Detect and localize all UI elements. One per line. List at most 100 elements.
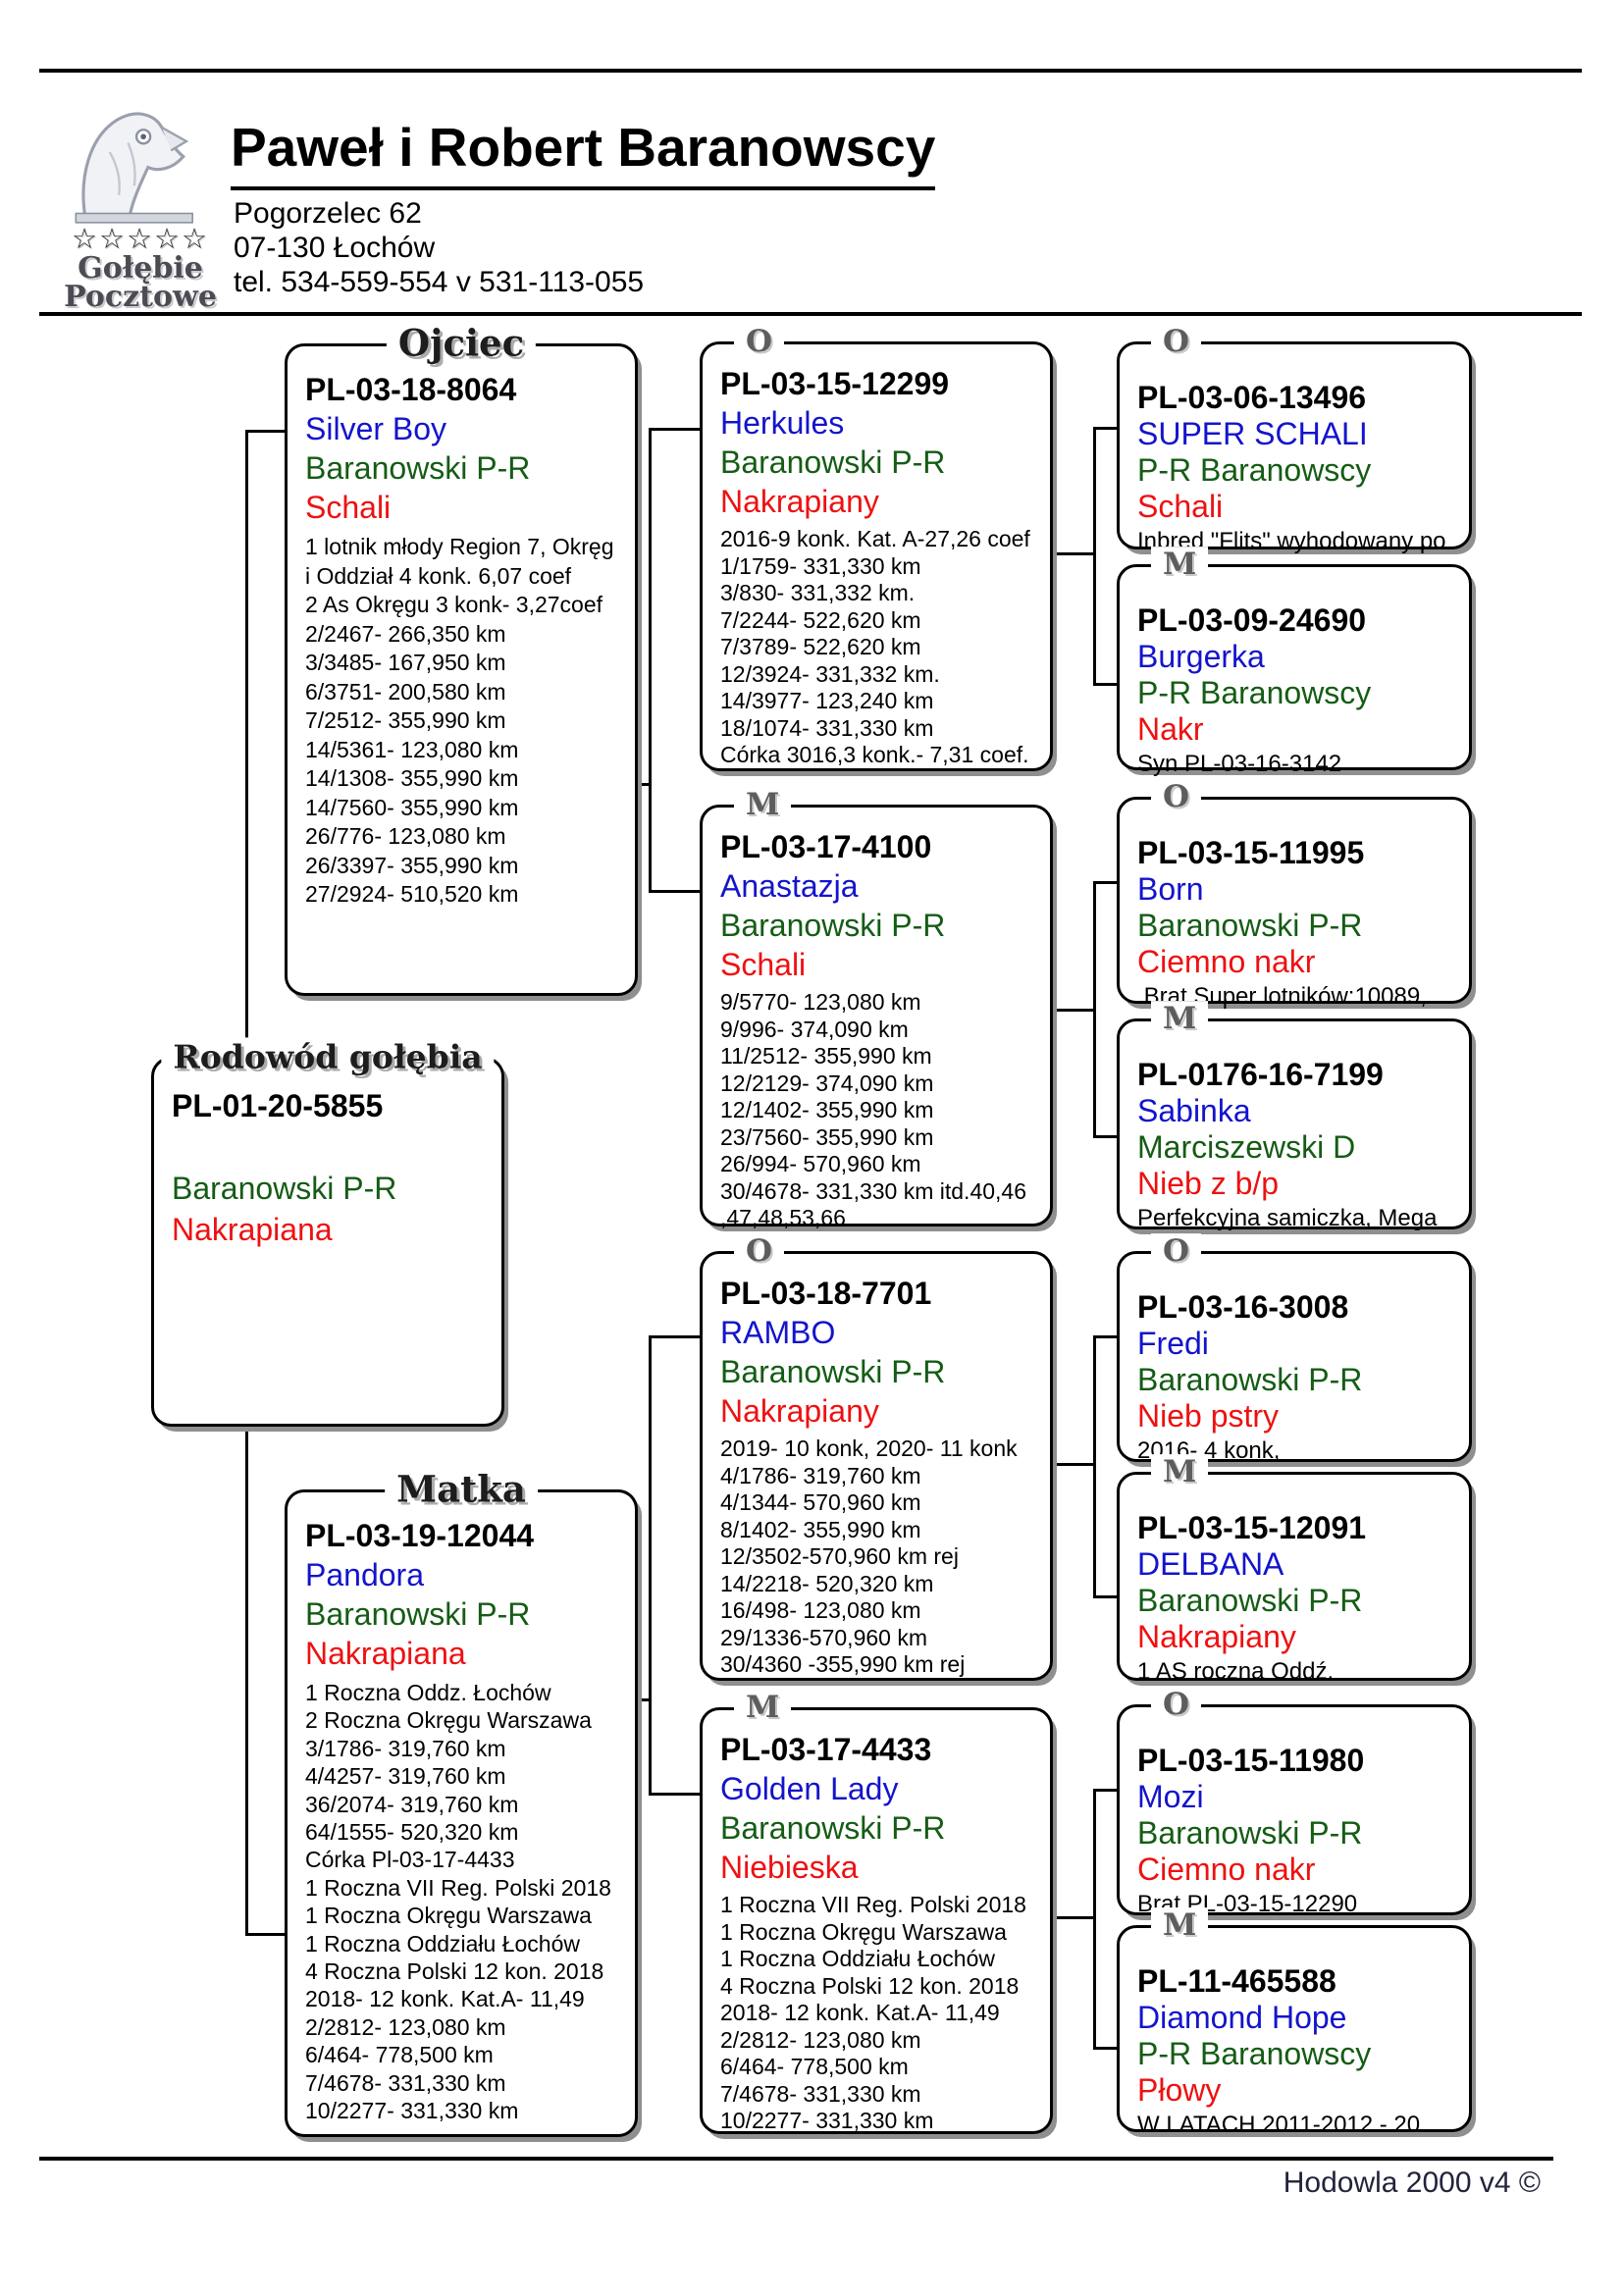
address-line-street: Pogorzelec 62 <box>234 197 422 230</box>
pigeon-name: DELBANA <box>1137 1546 1284 1582</box>
connector-line <box>649 1793 702 1796</box>
note-line: Perfekcyjna samiczka, Mega <box>1137 1205 1438 1231</box>
software-credit: Hodowla 2000 v4 © <box>1283 2166 1541 2199</box>
connector-line <box>245 1933 287 1936</box>
breeder-name: Baranowski P-R <box>720 908 946 943</box>
ring-number: PL-11-465588 <box>1137 1963 1336 1999</box>
plumage-color: Schali <box>720 947 807 982</box>
connector-line <box>636 783 652 786</box>
header-rule <box>39 312 1582 316</box>
connector-line <box>649 428 652 893</box>
ring-number: PL-03-15-11980 <box>1137 1743 1365 1778</box>
ring-number: PL-03-09-24690 <box>1137 602 1367 638</box>
breeder-name: P-R Baranowscy <box>1137 452 1372 488</box>
pigeon-name: SUPER SCHALI <box>1137 416 1368 451</box>
plumage-color: Nakrapiany <box>1137 1619 1296 1654</box>
sire-label: O <box>734 1233 785 1270</box>
ring-number: PL-03-18-7701 <box>720 1276 932 1311</box>
page-title: Paweł i Robert Baranowscy <box>231 116 936 190</box>
connector-line <box>1093 1789 1119 1792</box>
dam-label: M <box>734 787 792 823</box>
plumage-color: Ciemno nakr <box>1137 1852 1316 1887</box>
great-grandparent-box-7: O PL-03-15-11980 Mozi Baranowski P-R Cie… <box>1117 1687 1472 1917</box>
connector-line <box>1093 881 1096 1138</box>
mother-box: Matka PL-03-19-12044 Pandora Baranowski … <box>285 1467 638 2137</box>
great-grandparent-box-3: O PL-03-15-11995 Born Baranowski P-R Cie… <box>1117 779 1472 1010</box>
breeder-name: Baranowski P-R <box>720 444 946 480</box>
address-block: Pogorzelec 62 07-130 Łochów tel. 534-559… <box>234 196 644 299</box>
breeder-name: Baranowski P-R <box>305 450 531 486</box>
pigeon-name: RAMBO <box>720 1315 836 1350</box>
connector-line <box>1093 2047 1119 2050</box>
performance-list: 2019- 10 konk, 2020- 11 konk 4/1786- 319… <box>720 1435 1018 1677</box>
grandfather-paternal-box: O PL-03-15-12299 Herkules Baranowski P-R… <box>700 324 1053 771</box>
connector-line <box>1093 1335 1119 1338</box>
connector-line <box>1093 1135 1119 1138</box>
ring-number: PL-03-19-12044 <box>305 1518 535 1553</box>
connector-line <box>1093 683 1119 686</box>
breeder-name: Baranowski P-R <box>1137 908 1363 943</box>
performance-list: 1 lotnik młody Region 7, Okręg i Oddział… <box>305 534 614 907</box>
connector-line <box>245 430 287 433</box>
pigeon-name: Sabinka <box>1137 1093 1251 1128</box>
plumage-color: Niebieska <box>720 1850 859 1885</box>
top-rule <box>39 69 1582 73</box>
ring-number: PL-01-20-5855 <box>172 1088 384 1123</box>
pigeon-name: Born <box>1137 871 1204 907</box>
ring-number: PL-03-16-3008 <box>1137 1289 1349 1325</box>
great-grandparent-box-8: M PL-11-465588 Diamond Hope P-R Baranows… <box>1117 1907 1472 2138</box>
dam-label: M <box>734 1690 792 1726</box>
connector-line <box>1051 1463 1096 1466</box>
ring-number: PL-03-06-13496 <box>1137 380 1367 415</box>
pigeon-name: Burgerka <box>1137 639 1265 674</box>
sire-label: O <box>1151 1687 1202 1723</box>
subject-box-label: Rodowód gołębia <box>161 1037 495 1076</box>
pigeon-name: Mozi <box>1137 1779 1204 1814</box>
grandfather-maternal-box: O PL-03-18-7701 RAMBO Baranowski P-R Nak… <box>700 1233 1053 1681</box>
sire-label: O <box>1151 324 1202 360</box>
connector-line <box>1051 1916 1096 1919</box>
connector-line <box>649 890 702 893</box>
connector-line <box>1093 427 1119 430</box>
plumage-color: Nakrapiana <box>172 1212 333 1247</box>
breeder-name: Baranowski P-R <box>305 1596 531 1632</box>
breeder-name: Baranowski P-R <box>1137 1583 1363 1618</box>
connector-line <box>649 1335 652 1796</box>
logo-stars: ☆☆☆☆☆ <box>72 224 209 255</box>
plumage-color: Nakr <box>1137 711 1204 747</box>
subject-box: Rodowód gołębia PL-01-20-5855 Baranowski… <box>151 1037 504 1427</box>
great-grandparent-box-6: M PL-03-15-12091 DELBANA Baranowski P-R … <box>1117 1454 1472 1685</box>
sire-label: O <box>1151 779 1202 815</box>
father-box: Ojciec PL-03-18-8064 Silver Boy Baranows… <box>285 321 638 996</box>
ring-number: PL-03-15-12299 <box>720 366 950 401</box>
plumage-color: Schali <box>305 490 392 525</box>
performance-list: 1 Roczna Oddz. Łochów 2 Roczna Okręgu Wa… <box>305 1680 611 2124</box>
note-line: 1 AS roczna Oddź. <box>1137 1658 1335 1685</box>
breeder-name: P-R Baranowscy <box>1137 675 1372 710</box>
address-line-city: 07-130 Łochów <box>234 232 436 264</box>
dam-label: M <box>1151 1001 1209 1037</box>
plumage-color: Nieb z b/p <box>1137 1166 1280 1201</box>
ring-number: PL-03-15-11995 <box>1137 835 1365 870</box>
pigeon-name: Golden Lady <box>720 1771 899 1806</box>
pigeon-head-icon <box>75 112 193 224</box>
great-grandparent-box-2: M PL-03-09-24690 Burgerka P-R Baranowscy… <box>1117 547 1472 777</box>
logo-word-pocztowe: Pocztowe <box>64 280 217 314</box>
breeder-name: Marciszewski D <box>1137 1129 1356 1165</box>
performance-list: 1 Roczna VII Reg. Polski 2018 1 Roczna O… <box>720 1892 1026 2133</box>
loft-logo: ☆☆☆☆☆ Gołębie Pocztowe <box>51 106 230 314</box>
ring-number: PL-03-15-12091 <box>1137 1510 1367 1545</box>
pigeon-name: Silver Boy <box>305 411 447 446</box>
connector-line <box>1093 427 1096 686</box>
plumage-color: Nakrapiany <box>720 1393 879 1429</box>
dam-label: M <box>1151 1454 1209 1490</box>
sire-label: O <box>1151 1233 1202 1270</box>
note-line: Syn PL-03-16-3142 <box>1137 751 1342 777</box>
great-grandparent-box-5: O PL-03-16-3008 Fredi Baranowski P-R Nie… <box>1117 1233 1472 1464</box>
pigeon-name <box>172 1126 496 1168</box>
plumage-color: Schali <box>1137 489 1224 524</box>
note-line: W LATACH 2011-2012 - 20 <box>1137 2112 1421 2138</box>
breeder-name: Baranowski P-R <box>1137 1362 1363 1397</box>
plumage-color: Nakrapiany <box>720 484 879 519</box>
